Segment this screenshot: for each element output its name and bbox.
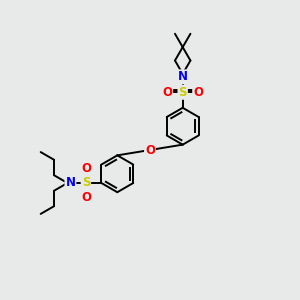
- Text: S: S: [178, 86, 187, 99]
- Text: N: N: [178, 70, 188, 83]
- Text: O: O: [193, 86, 203, 99]
- Text: S: S: [82, 176, 90, 190]
- Text: O: O: [81, 162, 91, 175]
- Text: O: O: [145, 143, 155, 157]
- Text: N: N: [65, 176, 75, 190]
- Text: O: O: [162, 86, 172, 99]
- Text: O: O: [81, 191, 91, 204]
